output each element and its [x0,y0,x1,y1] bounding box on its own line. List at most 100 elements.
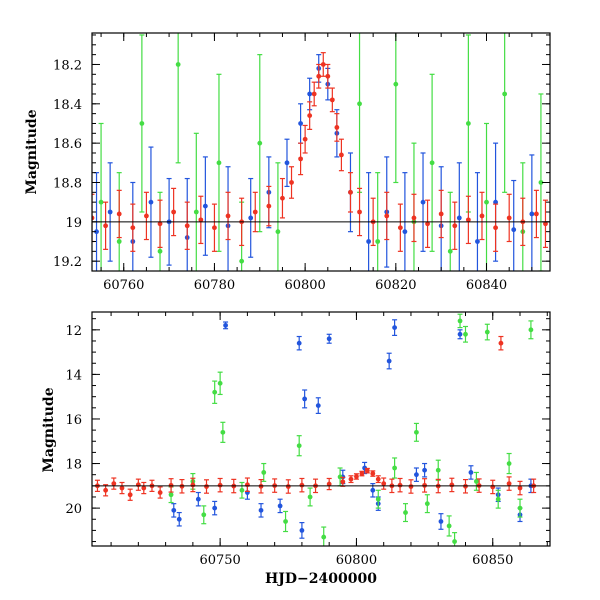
bottom-panel-data-point [299,528,305,533]
bottom-panel-data-point [449,482,455,488]
top-panel-data-point [465,121,471,126]
top-panel-data-point [225,213,231,219]
bottom-panel-data-point [435,467,441,473]
bottom-panel-data-point [277,503,283,509]
bottom-panel-data-point [285,484,291,489]
top-panel-y-tick-label: 18.4 [53,98,82,113]
top-panel-data-point [94,229,99,235]
bottom-panel-data-point [490,484,496,490]
bottom-panel-x-axis-title: HJD−2400000 [265,571,377,587]
bottom-panel-x-tick-label: 60750 [199,553,240,568]
top-panel-data-point [116,239,122,244]
bottom-panel-series-1 [168,313,534,546]
top-panel-data-point [175,62,181,67]
top-panel-data-point [334,125,340,130]
top-panel-data-point [511,227,517,233]
bottom-panel-data-point [354,474,359,479]
top-panel-data-point [456,215,462,221]
bottom-panel: 60750 60800 60850 12 14 16 18 20 Magnitude HJD−… [41,311,551,587]
bottom-panel-data-point [370,471,376,476]
bottom-panel-data-point [414,429,419,435]
bottom-panel-data-point [375,496,381,502]
bottom-panel-data-point [119,485,125,491]
bottom-panel-data-point [528,327,534,333]
bottom-panel-data-point [103,487,109,493]
bottom-panel-y-tick-label: 14 [65,368,82,383]
top-panel-data-point [307,113,313,119]
bottom-panel-data-point [424,501,430,507]
top-panel-data-point [357,209,362,215]
bottom-panel-data-point [408,484,414,489]
top-panel-x-tick-label: 60840 [466,278,507,293]
top-panel-data-point [375,239,381,244]
top-panel-data-point [529,211,535,217]
bottom-panel-data-point [157,490,163,495]
bottom-panel-ticks: 60750 60800 60850 12 14 16 18 20 [65,312,550,568]
bottom-panel-x-tick-label: 60800 [336,553,377,568]
bottom-panel-data-point [517,505,523,511]
bottom-panel-data-point [326,336,332,342]
top-panel-data-point [184,223,190,229]
bottom-panel-y-tick-label: 12 [65,324,82,339]
top-panel-data-point [257,140,263,146]
top-panel: 60760 60780 60800 60820 60840 18.2 18.4 18.6 18.… [24,32,551,293]
bottom-panel-frame [91,311,551,547]
bottom-panel-data-point [204,484,209,489]
bottom-panel-data-point [498,340,504,346]
top-panel-data-point [533,211,539,217]
bottom-panel-data-point [457,331,463,337]
bottom-panel-data-point [495,496,501,502]
bottom-panel-data-point [135,482,141,488]
top-panel-data-point [402,229,408,235]
top-panel-data-point [212,225,217,231]
bottom-panel-data-point [484,329,490,335]
top-panel-y-tick-label: 18.2 [53,58,82,73]
top-panel-data-point [275,229,281,235]
top-panel-y-tick-label: 18.8 [53,176,82,191]
bottom-panel-data-point [220,429,226,435]
top-panel-data-point [397,225,403,231]
bottom-panel-data-point [201,512,207,518]
bottom-panel-marks [94,313,537,546]
top-panel-data-point [307,91,313,97]
bottom-panel-data-point [168,492,174,498]
bottom-panel-series-2 [94,335,537,501]
top-panel-data-point [298,156,303,162]
bottom-panel-data-point [457,318,463,324]
top-panel-data-point [139,121,145,126]
bottom-panel-data-point [397,482,403,488]
bottom-panel-data-point [217,482,223,488]
top-panel-data-point [429,160,435,166]
bottom-panel-data-point [392,465,398,471]
top-panel-data-point [452,223,458,229]
top-panel-data-point [366,239,372,244]
top-panel-data-point [284,160,290,166]
top-panel-y-tick-label: 19 [65,216,82,231]
bottom-panel-data-point [370,487,376,493]
bottom-panel-data-point [315,403,321,408]
top-panel-x-tick-label: 60760 [103,278,144,293]
bottom-panel-data-point [386,358,392,364]
top-panel-data-point [339,152,344,158]
top-panel-data-point [348,189,353,195]
top-panel-data-point [157,221,163,227]
top-panel-data-point [239,258,245,264]
bottom-panel-data-point [403,510,408,515]
top-panel-data-point [325,73,331,79]
bottom-panel-data-point [340,479,346,485]
bottom-panel-data-point [212,389,218,395]
top-panel-data-point [171,209,177,215]
top-panel-series-2 [92,52,548,252]
top-panel-x-tick-label: 60780 [194,278,235,293]
bottom-panel-data-point [239,487,245,493]
top-panel-data-point [465,217,471,223]
bottom-panel-data-point [302,396,308,402]
top-panel-data-point [302,136,308,142]
top-panel-data-point [543,221,548,227]
top-panel-data-point [298,121,303,126]
bottom-panel-data-point [176,516,182,522]
bottom-panel-data-point [422,467,427,473]
top-panel-data-point [475,239,480,244]
bottom-panel-data-point [463,331,468,337]
